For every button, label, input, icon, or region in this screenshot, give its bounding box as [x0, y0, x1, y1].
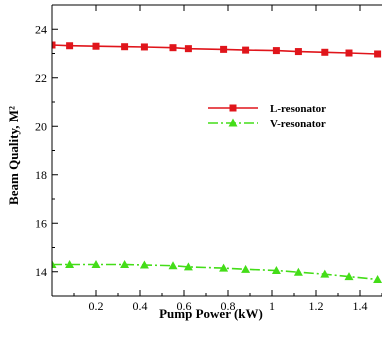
series-1-point	[272, 47, 280, 55]
y-tick-label: 14	[35, 265, 47, 279]
series-1-point	[220, 45, 228, 53]
series-1-point	[140, 43, 148, 51]
x-tick-label: 1.4	[353, 299, 368, 313]
series-1-point	[242, 46, 250, 54]
series-2-point	[65, 259, 75, 268]
plot-area	[52, 41, 382, 284]
x-tick-label: 0.4	[133, 299, 148, 313]
series-2-point	[241, 264, 251, 273]
series-1-point	[121, 43, 129, 51]
y-tick-label: 24	[35, 22, 47, 36]
x-tick-label: 0.6	[177, 299, 192, 313]
series-1-point	[374, 50, 382, 58]
series-line-1	[52, 44, 378, 55]
y-tick-label: 20	[35, 119, 47, 133]
series-2-point	[183, 262, 193, 271]
x-tick-label: 1	[269, 299, 275, 313]
series-2-point	[271, 266, 281, 275]
series-2-point	[91, 259, 101, 268]
series-2-point	[120, 259, 130, 268]
series-1-point	[294, 48, 302, 56]
series-1-point	[66, 42, 74, 50]
y-tick-label: 22	[35, 71, 47, 85]
legend: L-resonator V-resonator	[208, 103, 326, 130]
series-1-point	[52, 41, 56, 49]
series-1-point	[321, 48, 329, 56]
x-tick-label: 1.2	[309, 299, 324, 313]
series-2-point	[373, 275, 382, 284]
legend-marker-2	[228, 118, 238, 127]
series-2-point	[168, 261, 178, 270]
series-1-point	[92, 42, 100, 50]
x-tick-label: 0.2	[89, 299, 104, 313]
series-2-point	[139, 260, 149, 269]
y-axis-label: Beam Quality, M²	[6, 106, 21, 205]
x-tick-label: 0.8	[221, 299, 236, 313]
series-2-point	[320, 269, 330, 278]
series-1-point	[169, 44, 177, 52]
series-2-point	[219, 263, 229, 272]
legend-marker-1	[229, 104, 237, 112]
y-tick-label: 18	[35, 168, 47, 182]
series-1-point	[345, 49, 353, 57]
series-1-point	[184, 45, 192, 53]
series-2-point	[293, 267, 303, 276]
series-2-point	[52, 259, 57, 268]
y-tick-label: 16	[35, 216, 47, 230]
legend-label-1: L-resonator	[270, 103, 326, 115]
axes: 0.2 0.4 0.6 0.8 1 1.2 1.4 14 16 18 20 22 24	[35, 4, 382, 313]
legend-label-2: V-resonator	[270, 118, 326, 130]
x-axis-label: Pump Power (kW)	[159, 306, 263, 321]
series-2-point	[344, 272, 354, 281]
